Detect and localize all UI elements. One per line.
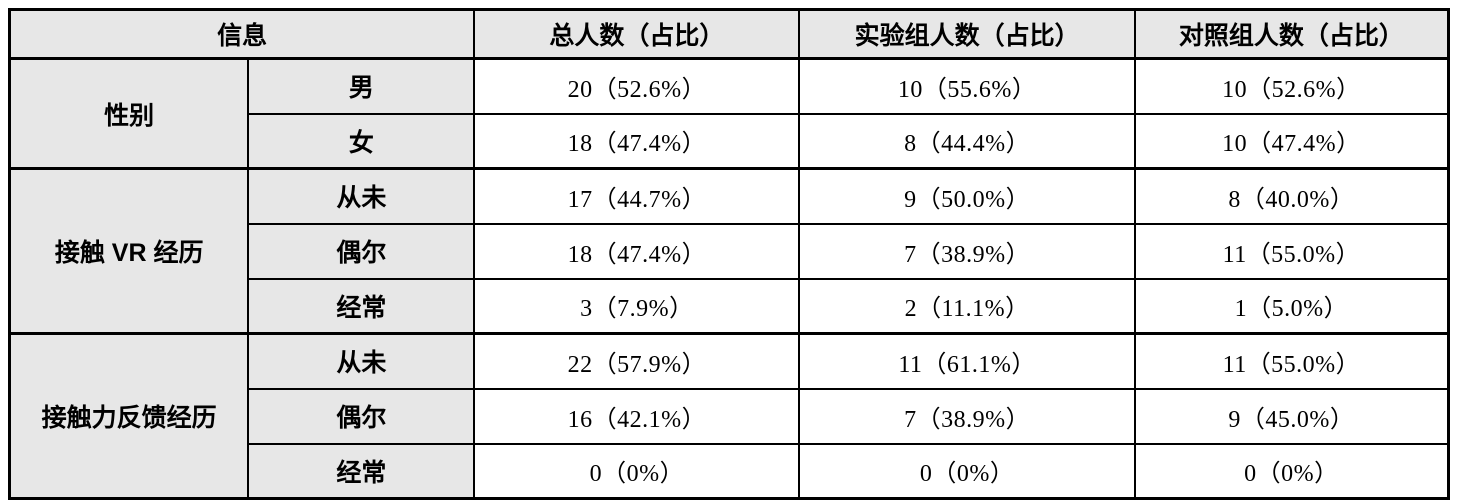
table-row: 经常 0（0%） 0（0%） 0（0%） <box>10 442 1450 500</box>
header-row: 信息 总人数（占比） 实验组人数（占比） 对照组人数（占比） <box>8 8 1450 60</box>
cell-control: 9（45.0%） <box>1133 387 1450 445</box>
cell-control: 10（52.6%） <box>1133 57 1450 115</box>
cell-experimental: 10（55.6%） <box>798 57 1136 115</box>
category-cell-vr-experience: 接触 VR 经历 <box>8 167 250 335</box>
table-row: 性别 男 20（52.6%） 10（55.6%） 10（52.6%） <box>8 57 1450 170</box>
cell-control: 1（5.0%） <box>1133 277 1450 335</box>
demographics-table: 信息 总人数（占比） 实验组人数（占比） 对照组人数（占比） 性别 男 20（5… <box>8 8 1450 500</box>
cell-control: 11（55.0%） <box>1133 222 1450 280</box>
row-label-male: 男 <box>247 57 476 115</box>
cell-experimental: 9（50.0%） <box>798 167 1136 225</box>
table-row: 女 18（47.4%） 8（44.4%） 10（47.4%） <box>10 112 1450 170</box>
cell-experimental: 7（38.9%） <box>798 387 1136 445</box>
category-cell-gender: 性别 <box>8 57 250 170</box>
cell-control: 8（40.0%） <box>1133 167 1450 225</box>
cell-experimental: 11（61.1%） <box>798 332 1136 390</box>
category-cell-force-feedback-experience: 接触力反馈经历 <box>8 332 250 500</box>
row-label-female: 女 <box>247 112 476 170</box>
cell-total: 22（57.9%） <box>473 332 801 390</box>
cell-total: 3（7.9%） <box>473 277 801 335</box>
header-cell-total: 总人数（占比） <box>473 8 801 60</box>
row-label-often: 经常 <box>247 277 476 335</box>
table-row: 接触力反馈经历 从未 22（57.9%） 11（61.1%） 11（55.0%） <box>8 332 1450 500</box>
cell-total: 16（42.1%） <box>473 387 801 445</box>
header-cell-info: 信息 <box>8 8 476 60</box>
row-label-often: 经常 <box>247 442 476 500</box>
table-row: 接触 VR 经历 从未 17（44.7%） 9（50.0%） 8（40.0%） <box>8 167 1450 335</box>
table-row: 偶尔 18（47.4%） 7（38.9%） 11（55.0%） <box>10 222 1450 280</box>
cell-experimental: 0（0%） <box>798 442 1136 500</box>
cell-control: 0（0%） <box>1133 442 1450 500</box>
cell-total: 18（47.4%） <box>473 112 801 170</box>
row-label-occasionally: 偶尔 <box>247 222 476 280</box>
cell-control: 11（55.0%） <box>1133 332 1450 390</box>
header-cell-experimental: 实验组人数（占比） <box>798 8 1136 60</box>
row-label-never: 从未 <box>247 332 476 390</box>
cell-experimental: 7（38.9%） <box>798 222 1136 280</box>
row-label-occasionally: 偶尔 <box>247 387 476 445</box>
table-row: 经常 3（7.9%） 2（11.1%） 1（5.0%） <box>10 277 1450 335</box>
cell-total: 0（0%） <box>473 442 801 500</box>
cell-experimental: 2（11.1%） <box>798 277 1136 335</box>
row-label-never: 从未 <box>247 167 476 225</box>
cell-control: 10（47.4%） <box>1133 112 1450 170</box>
cell-total: 20（52.6%） <box>473 57 801 115</box>
cell-total: 18（47.4%） <box>473 222 801 280</box>
header-cell-control: 对照组人数（占比） <box>1133 8 1450 60</box>
cell-experimental: 8（44.4%） <box>798 112 1136 170</box>
cell-total: 17（44.7%） <box>473 167 801 225</box>
table-row: 偶尔 16（42.1%） 7（38.9%） 9（45.0%） <box>10 387 1450 445</box>
